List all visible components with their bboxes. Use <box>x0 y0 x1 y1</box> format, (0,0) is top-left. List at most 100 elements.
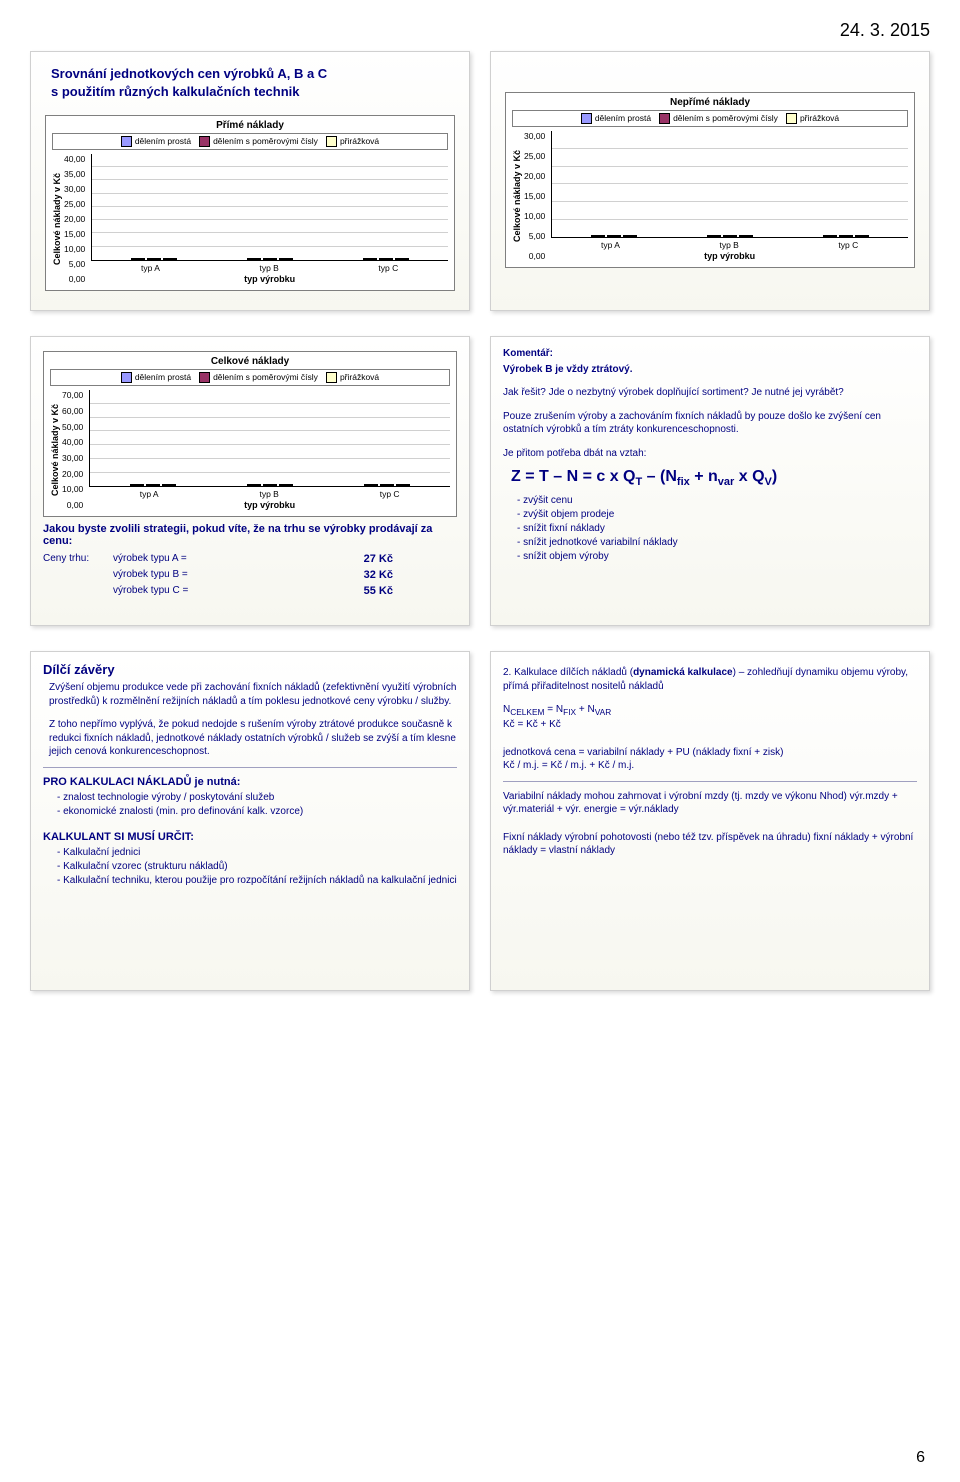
chart-legend: dělením prostá dělením s poměrovými čísl… <box>50 369 450 386</box>
bar-A-pomer <box>146 484 160 486</box>
list-item: snížit objem výroby <box>517 550 917 564</box>
bar-B-prirazkova <box>279 258 293 260</box>
list-item: snížit jednotkové variabilní náklady <box>517 536 917 550</box>
chart-title: Přímé náklady <box>52 120 448 131</box>
slide-5: Dílčí závěry Zvýšení objemu produkce ved… <box>30 651 470 991</box>
komentar-line3: Pouze zrušením výroby a zachováním fixní… <box>503 410 917 437</box>
price-row-a-label: výrobek typu A = <box>113 553 283 565</box>
s5-h2: PRO KALKULACI NÁKLADŮ je nutná: <box>43 776 457 788</box>
chart-legend: dělením prostá dělením s poměrovými čísl… <box>512 110 908 127</box>
list-item: zvýšit cenu <box>517 494 917 508</box>
komentar-label: Komentář: <box>503 347 917 361</box>
price-row-c-value: 55 Kč <box>353 585 393 597</box>
s6-eq1: NCELKEM = NFIX + NVAR <box>503 703 917 718</box>
s6-p1b: dynamická kalkulace <box>633 667 733 678</box>
bar-group-C <box>364 484 410 486</box>
price-row-a-value: 27 Kč <box>353 553 393 565</box>
list-item: Kalkulační jednici <box>57 846 457 860</box>
s6-p1a: 2. Kalkulace dílčích nákladů ( <box>503 667 633 678</box>
bar-A-pomer <box>607 235 621 237</box>
slide-4: Komentář: Výrobek B je vždy ztrátový. Ja… <box>490 336 930 626</box>
s6-p4: Fixní náklady výrobní pohotovosti (nebo … <box>503 831 917 858</box>
bar-C-pomer <box>379 258 393 260</box>
row-3: Dílčí závěry Zvýšení objemu produkce ved… <box>30 651 930 991</box>
chart-title: Celkové náklady <box>50 356 450 367</box>
price-row-c-label: výrobek typu C = <box>113 585 283 597</box>
bar-group-A <box>591 235 637 237</box>
bar-B-prirazkova <box>739 235 753 237</box>
row-1: Srovnání jednotkových cen výrobků A, B a… <box>30 51 930 311</box>
list-item: znalost technologie výroby / poskytování… <box>57 791 457 805</box>
list-item: zvýšit objem prodeje <box>517 508 917 522</box>
bar-C-pomer <box>839 235 853 237</box>
strategy-question: Jakou byste zvolili strategii, pokud vít… <box>43 523 457 547</box>
bar-B-prosta <box>707 235 721 237</box>
page: 24. 3. 2015 Srovnání jednotkových cen vý… <box>0 0 960 1482</box>
komentar-line1: Výrobek B je vždy ztrátový. <box>503 363 917 377</box>
bar-C-prirazkova <box>396 484 410 486</box>
bar-A-prosta <box>131 258 145 260</box>
bar-C-prirazkova <box>855 235 869 237</box>
chart-celkove: Celkové náklady dělením prostá dělením s… <box>43 351 457 517</box>
bar-B-pomer <box>263 258 277 260</box>
s5-h3: KALKULANT SI MUSÍ URČIT: <box>43 831 457 843</box>
chart-prime: Přímé náklady dělením prostá dělením s p… <box>45 115 455 291</box>
bar-A-prosta <box>591 235 605 237</box>
bar-group-B <box>247 484 293 486</box>
s5-p2: Z toho nepřímo vyplývá, že pokud nedojde… <box>49 718 457 759</box>
bar-A-prirazkova <box>623 235 637 237</box>
slide1-title-line1: Srovnání jednotkových cen výrobků A, B a… <box>51 66 455 82</box>
slide1-title-line2: s použitím různých kalkulačních technik <box>51 84 455 100</box>
bar-B-prosta <box>247 258 261 260</box>
list-item: Kalkulační techniku, kterou použije pro … <box>57 874 457 888</box>
s6-p2: jednotková cena = variabilní náklady + P… <box>503 746 917 760</box>
bar-B-prosta <box>247 484 261 486</box>
slide-3: Celkové náklady dělením prostá dělením s… <box>30 336 470 626</box>
bar-C-prosta <box>823 235 837 237</box>
price-row-b-value: 32 Kč <box>353 569 393 581</box>
bar-group-A <box>131 258 177 260</box>
bar-group-A <box>130 484 176 486</box>
bar-A-pomer <box>147 258 161 260</box>
chart-neprime: Nepřímé náklady dělením prostá dělením s… <box>505 92 915 268</box>
list-item: snížit fixní náklady <box>517 522 917 536</box>
bar-B-pomer <box>723 235 737 237</box>
bar-group-B <box>247 258 293 260</box>
komentar-line4: Je přitom potřeba dbát na vztah: <box>503 447 917 461</box>
page-number: 6 <box>916 1449 925 1467</box>
s6-p2b: Kč / m.j. = Kč / m.j. + Kč / m.j. <box>503 759 917 773</box>
bar-C-prosta <box>364 484 378 486</box>
slide-1: Srovnání jednotkových cen výrobků A, B a… <box>30 51 470 311</box>
bar-B-pomer <box>263 484 277 486</box>
list-item: Kalkulační vzorec (strukturu nákladů) <box>57 860 457 874</box>
formula: Z = T – N = c x QT – (Nfix + nvar x QV) <box>511 468 917 488</box>
s5-p1: Zvýšení objemu produkce vede při zachová… <box>49 681 457 708</box>
bar-C-prirazkova <box>395 258 409 260</box>
bar-group-C <box>363 258 409 260</box>
komentar-line2: Jak řešit? Jde o nezbytný výrobek doplňu… <box>503 386 917 400</box>
list-item: ekonomické znalosti (min. pro definování… <box>57 805 457 819</box>
s6-p3: Variabilní náklady mohou zahrnovat i výr… <box>503 790 917 817</box>
chart-legend: dělením prostá dělením s poměrovými čísl… <box>52 133 448 150</box>
price-row-b-label: výrobek typu B = <box>113 569 283 581</box>
bar-B-prirazkova <box>279 484 293 486</box>
page-date: 24. 3. 2015 <box>30 20 930 41</box>
ceny-trhu-label: Ceny trhu: <box>43 553 113 565</box>
bar-A-prirazkova <box>163 258 177 260</box>
bar-A-prirazkova <box>162 484 176 486</box>
price-table: Ceny trhu: výrobek typu A = 27 Kč výrobe… <box>43 553 457 597</box>
bar-C-prosta <box>363 258 377 260</box>
chart-title: Nepřímé náklady <box>512 97 908 108</box>
s6-eq1b: Kč = Kč + Kč <box>503 718 917 732</box>
bar-A-prosta <box>130 484 144 486</box>
slide-2: Nepřímé náklady dělením prostá dělením s… <box>490 51 930 311</box>
s5-list2: znalost technologie výroby / poskytování… <box>43 791 457 819</box>
bar-group-B <box>707 235 753 237</box>
bar-C-pomer <box>380 484 394 486</box>
slide-6: 2. Kalkulace dílčích nákladů (dynamická … <box>490 651 930 991</box>
strategy-bullets: zvýšit cenuzvýšit objem prodejesnížit fi… <box>503 494 917 564</box>
row-2: Celkové náklady dělením prostá dělením s… <box>30 336 930 626</box>
dilci-zavery-title: Dílčí závěry <box>43 662 457 677</box>
bar-group-C <box>823 235 869 237</box>
s5-list3: Kalkulační jedniciKalkulační vzorec (str… <box>43 846 457 888</box>
